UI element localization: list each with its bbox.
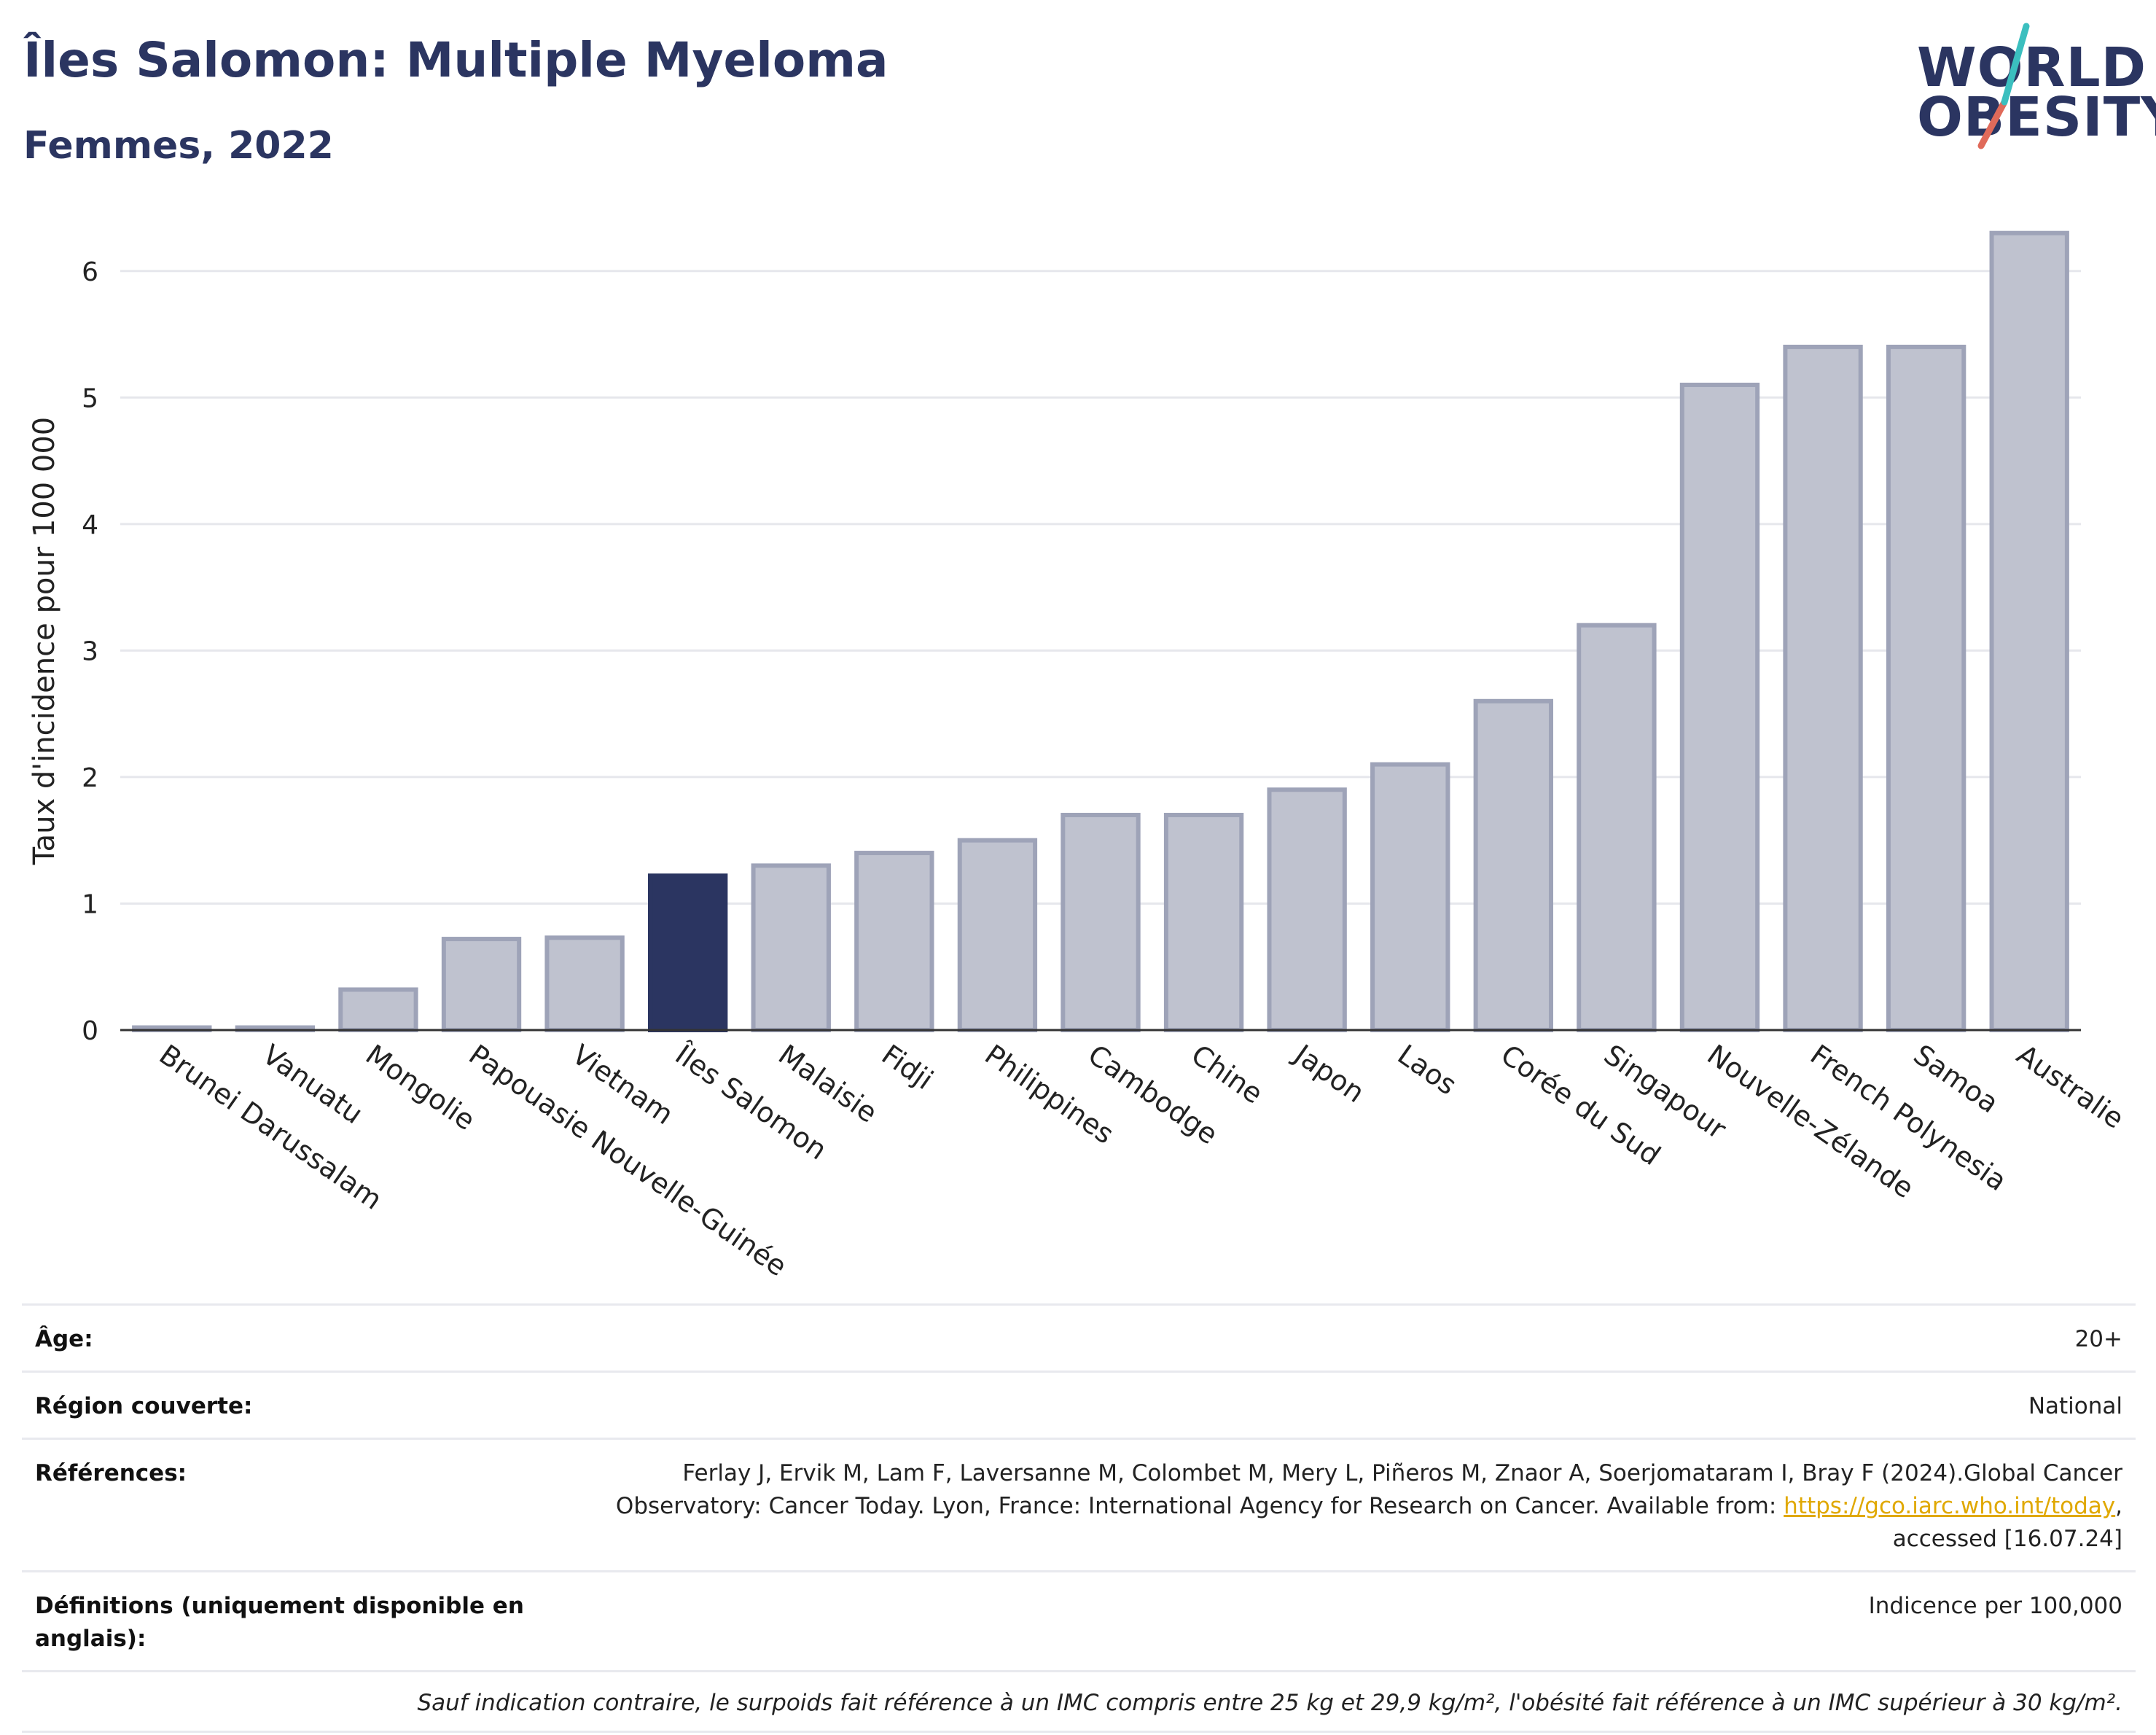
bar xyxy=(1267,787,1347,1033)
bar xyxy=(1370,762,1450,1032)
bar xyxy=(751,863,831,1033)
y-tick-label: 3 xyxy=(82,636,98,666)
bar xyxy=(1577,623,1657,1032)
bar xyxy=(1473,698,1553,1032)
info-row-age: Âge: 20+ xyxy=(22,1303,2136,1371)
footnote: Sauf indication contraire, le surpoids f… xyxy=(417,1689,2122,1716)
page-title: Îles Salomon: Multiple Myeloma xyxy=(23,32,888,88)
region-label: Région couverte: xyxy=(35,1392,253,1419)
y-tick-label: 0 xyxy=(82,1016,98,1046)
definitions-label: Définitions (uniquement disponible en an… xyxy=(35,1592,524,1652)
info-table: Âge: 20+ Région couverte: National Référ… xyxy=(22,1303,2136,1733)
bar xyxy=(544,935,625,1032)
age-label: Âge: xyxy=(35,1326,93,1352)
bar xyxy=(1163,812,1244,1032)
references-label: Références: xyxy=(35,1459,187,1486)
references-text: Ferlay J, Ervik M, Lam F, Laversanne M, … xyxy=(615,1459,2122,1519)
x-tick-label: Fidji xyxy=(876,1038,940,1096)
page-subtitle: Femmes, 2022 xyxy=(23,124,334,168)
bar xyxy=(441,937,522,1033)
age-value: 20+ xyxy=(2074,1326,2122,1352)
y-tick-label: 6 xyxy=(82,257,98,287)
y-tick-label: 5 xyxy=(82,383,98,413)
references-accessed: , accessed [16.07.24] xyxy=(1892,1492,2122,1552)
x-tick-label: Japon xyxy=(1287,1037,1370,1109)
x-tick-label: Laos xyxy=(1392,1038,1463,1101)
logo-line-1: WORLD xyxy=(1917,36,2147,99)
y-axis-label: Taux d'incidence pour 100 000 xyxy=(28,417,61,865)
x-tick-label: Chine xyxy=(1185,1038,1268,1110)
info-row-note: Sauf indication contraire, le surpoids f… xyxy=(22,1669,2136,1733)
bar xyxy=(1783,344,1863,1032)
y-tick-label: 2 xyxy=(82,763,98,793)
bar xyxy=(854,851,934,1032)
references-value: Ferlay J, Ervik M, Lam F, Laversanne M, … xyxy=(555,1457,2122,1556)
bar xyxy=(1679,382,1760,1032)
definitions-value: Indicence per 100,000 xyxy=(1868,1592,2122,1619)
bar xyxy=(957,838,1038,1032)
world-obesity-logo: WORLD OBESITY xyxy=(1895,22,2156,153)
references-link[interactable]: https://gco.iarc.who.int/today xyxy=(1784,1492,2116,1519)
x-tick-label: Mongolie xyxy=(360,1038,481,1136)
bar xyxy=(1886,344,1966,1032)
region-value: National xyxy=(2028,1392,2122,1419)
info-row-definitions: Définitions (uniquement disponible en an… xyxy=(22,1570,2136,1670)
logo-line-2: OBESITY xyxy=(1917,86,2156,149)
y-tick-label: 4 xyxy=(82,510,98,540)
x-tick-label: Australie xyxy=(2011,1038,2130,1135)
bar xyxy=(338,987,418,1032)
y-tick-label: 1 xyxy=(82,889,98,919)
bars xyxy=(132,230,2069,1033)
logo-slash-icon xyxy=(1977,23,2030,149)
bar xyxy=(1061,812,1141,1032)
bar xyxy=(648,873,728,1032)
info-row-references: Références: Ferlay J, Ervik M, Lam F, La… xyxy=(22,1437,2136,1570)
info-row-region: Région couverte: National xyxy=(22,1370,2136,1438)
bar xyxy=(1989,230,2069,1033)
